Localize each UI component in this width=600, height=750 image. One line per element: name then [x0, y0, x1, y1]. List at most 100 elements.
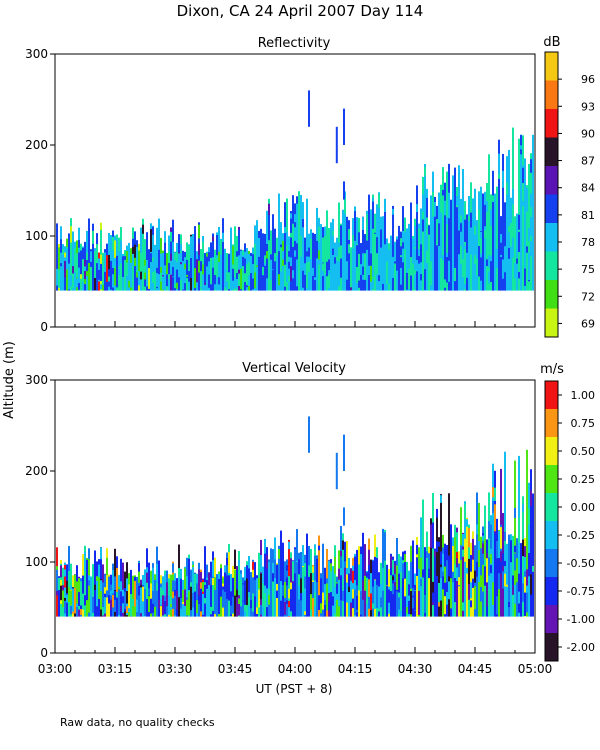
- velocity-data-cell: [212, 585, 214, 611]
- velocity-data-cell: [160, 587, 162, 599]
- reflectivity-data-cell: [206, 266, 208, 283]
- reflectivity-data-column: [484, 191, 486, 291]
- reflectivity-data-cell: [262, 259, 264, 266]
- velocity-data-cell: [194, 573, 196, 592]
- reflectivity-data-cell: [242, 260, 244, 276]
- velocity-data-cell: [508, 541, 510, 557]
- reflectivity-data-cell: [306, 251, 308, 257]
- velocity-xtick-label: 04:00: [278, 662, 313, 676]
- reflectivity-data-cell: [354, 215, 356, 241]
- velocity-isolated-echo: [343, 507, 345, 526]
- velocity-data-cell: [530, 574, 532, 595]
- reflectivity-data-cell: [456, 196, 458, 206]
- reflectivity-data-cell: [466, 272, 468, 290]
- reflectivity-panel: Reflectivity 0 100 200 300 dB 69 72 75 78 81 84 8…: [25, 35, 595, 338]
- velocity-data-cell: [142, 586, 144, 602]
- reflectivity-data-cell: [84, 279, 86, 285]
- velocity-data-cell: [214, 589, 216, 615]
- reflectivity-data-cell: [294, 214, 296, 221]
- reflectivity-data-cell: [484, 230, 486, 239]
- velocity-data-column: [488, 492, 490, 617]
- velocity-data-column: [496, 518, 498, 617]
- reflectivity-data-column: [142, 218, 144, 291]
- velocity-data-cell: [500, 527, 502, 549]
- velocity-data-cell: [140, 587, 142, 614]
- velocity-colorbar-swatch: [545, 577, 558, 605]
- reflectivity-data-cell: [446, 257, 448, 283]
- reflectivity-data-cell: [302, 270, 304, 288]
- velocity-data-cell: [116, 568, 118, 592]
- velocity-data-cell: [476, 561, 478, 577]
- velocity-data-cell: [284, 581, 286, 598]
- reflectivity-data-cell: [414, 274, 416, 290]
- velocity-data-cell: [526, 569, 528, 590]
- velocity-colorbar-label: -0.25: [567, 529, 595, 542]
- velocity-data-cell: [166, 582, 168, 607]
- velocity-data-column: [424, 547, 426, 617]
- reflectivity-data-cell: [184, 263, 186, 270]
- velocity-data-cell: [184, 589, 186, 606]
- velocity-data-cell: [430, 524, 432, 548]
- reflectivity-data-cell: [440, 234, 442, 258]
- reflectivity-data-cell: [248, 272, 250, 287]
- velocity-data-cell: [206, 580, 208, 589]
- velocity-data-cell: [82, 575, 84, 599]
- reflectivity-data-column: [434, 196, 436, 291]
- velocity-data-cell: [466, 519, 468, 527]
- velocity-data-cell: [492, 582, 494, 605]
- velocity-data-cell: [508, 590, 510, 598]
- velocity-data-cell: [244, 580, 246, 587]
- reflectivity-data-cell: [514, 221, 516, 248]
- reflectivity-data-cell: [70, 226, 72, 247]
- reflectivity-data-cell: [448, 237, 450, 243]
- velocity-data-cell: [328, 601, 330, 611]
- velocity-data-cell: [474, 564, 476, 575]
- reflectivity-data-cell: [258, 257, 260, 265]
- reflectivity-data-cell: [362, 253, 364, 267]
- velocity-data-column: [346, 540, 348, 617]
- reflectivity-data-column: [462, 169, 464, 291]
- velocity-data-cell: [512, 585, 514, 595]
- reflectivity-data-cell: [208, 252, 210, 262]
- velocity-data-cell: [312, 578, 314, 598]
- reflectivity-data-cell: [200, 254, 202, 259]
- reflectivity-data-cell: [88, 263, 90, 291]
- reflectivity-data-cell: [190, 258, 192, 279]
- velocity-data-cell: [174, 595, 176, 616]
- velocity-data-column: [88, 548, 90, 617]
- velocity-data-cell: [62, 585, 64, 591]
- reflectivity-data-cell: [304, 255, 306, 264]
- reflectivity-data-cell: [306, 262, 308, 289]
- reflectivity-data-column: [260, 228, 262, 291]
- reflectivity-data-cell: [532, 239, 534, 263]
- velocity-data-cell: [362, 580, 364, 600]
- velocity-data-cell: [216, 576, 218, 599]
- reflectivity-data-cell: [530, 159, 532, 173]
- reflectivity-data-cell: [144, 265, 146, 273]
- velocity-data-cell: [456, 567, 458, 581]
- velocity-data-column: [462, 532, 464, 617]
- velocity-data-cell: [58, 577, 60, 601]
- velocity-data-cell: [246, 565, 248, 579]
- reflectivity-data-cell: [512, 196, 514, 205]
- velocity-data-cell: [292, 561, 294, 581]
- reflectivity-data-cell: [194, 240, 196, 261]
- reflectivity-data-cell: [466, 242, 468, 250]
- reflectivity-data-cell: [214, 284, 216, 290]
- velocity-data-cell: [478, 567, 480, 583]
- reflectivity-data-column: [486, 183, 488, 291]
- reflectivity-data-cell: [288, 251, 290, 257]
- reflectivity-data-column: [426, 188, 428, 291]
- velocity-data-cell: [412, 561, 414, 588]
- velocity-data-cell: [514, 507, 516, 518]
- reflectivity-data-cell: [138, 269, 140, 286]
- velocity-data-cell: [336, 577, 338, 583]
- velocity-data-column: [92, 564, 94, 617]
- reflectivity-data-cell: [190, 244, 192, 265]
- velocity-data-cell: [196, 587, 198, 614]
- reflectivity-data-cell: [498, 171, 500, 179]
- reflectivity-data-cell: [390, 265, 392, 276]
- reflectivity-data-column: [490, 194, 492, 291]
- velocity-data-cell: [436, 552, 438, 576]
- reflectivity-data-cell: [502, 259, 504, 279]
